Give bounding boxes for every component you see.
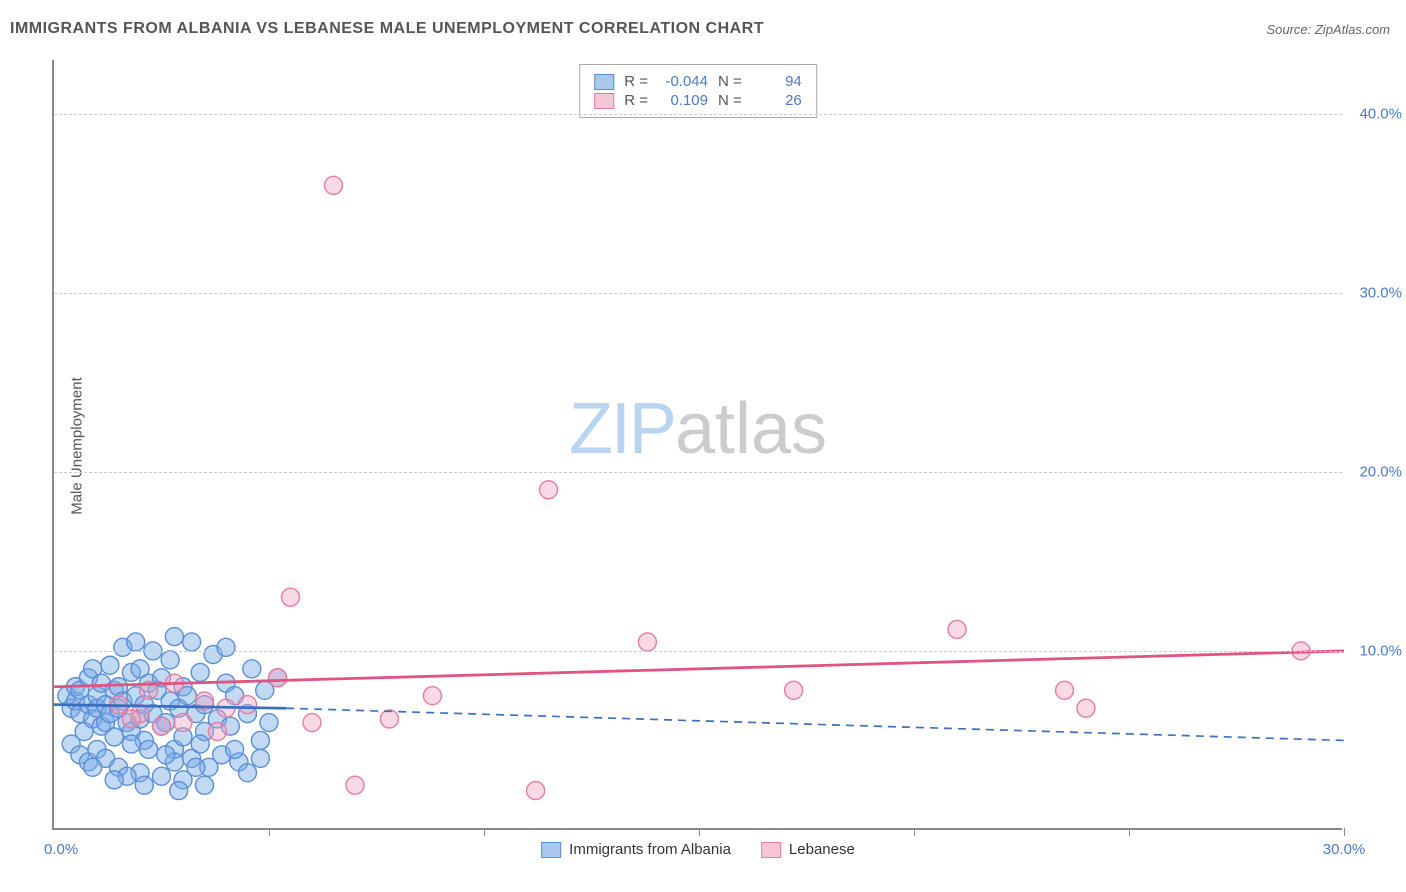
data-point-series-1: [303, 714, 321, 732]
y-tick-label: 30.0%: [1359, 284, 1402, 301]
data-point-series-1: [1077, 699, 1095, 717]
data-point-series-0: [251, 731, 269, 749]
data-point-series-0: [157, 746, 175, 764]
data-point-series-1: [282, 588, 300, 606]
data-point-series-1: [527, 782, 545, 800]
data-point-series-1: [325, 176, 343, 194]
legend-n-label-0: N =: [718, 73, 742, 90]
chart-title: IMMIGRANTS FROM ALBANIA VS LEBANESE MALE…: [10, 20, 764, 38]
legend-r-value-0: -0.044: [658, 73, 708, 90]
data-point-series-0: [165, 628, 183, 646]
data-point-series-0: [183, 633, 201, 651]
gridline: [54, 651, 1342, 652]
y-tick-label: 10.0%: [1359, 642, 1402, 659]
series-legend: Immigrants from Albania Lebanese: [541, 841, 855, 858]
legend-n-label-1: N =: [718, 92, 742, 109]
data-point-series-0: [135, 776, 153, 794]
data-point-series-1: [540, 481, 558, 499]
gridline: [54, 472, 1342, 473]
data-point-series-0: [187, 758, 205, 776]
series-swatch-1: [761, 842, 781, 858]
series-swatch-0: [541, 842, 561, 858]
x-tick: [914, 828, 915, 836]
data-point-series-0: [239, 764, 257, 782]
data-point-series-1: [1056, 681, 1074, 699]
legend-row-series-0: R = -0.044 N = 94: [594, 73, 802, 90]
data-point-series-1: [208, 723, 226, 741]
x-tick: [1344, 828, 1345, 836]
data-point-series-0: [105, 728, 123, 746]
y-tick-label: 40.0%: [1359, 105, 1402, 122]
legend-r-label-0: R =: [624, 73, 648, 90]
plot-area: ZIPatlas R = -0.044 N = 94 R = 0.109 N =…: [52, 60, 1342, 830]
series-legend-item-1: Lebanese: [761, 841, 855, 858]
data-point-series-0: [226, 740, 244, 758]
data-point-series-1: [423, 687, 441, 705]
data-point-series-0: [161, 651, 179, 669]
legend-swatch-0: [594, 74, 614, 90]
legend-r-label-1: R =: [624, 92, 648, 109]
data-point-series-0: [191, 735, 209, 753]
data-point-series-1: [948, 620, 966, 638]
gridline: [54, 293, 1342, 294]
legend-r-value-1: 0.109: [658, 92, 708, 109]
correlation-chart: IMMIGRANTS FROM ALBANIA VS LEBANESE MALE…: [0, 0, 1406, 892]
data-point-series-0: [122, 735, 140, 753]
data-point-series-1: [269, 669, 287, 687]
data-point-series-0: [105, 771, 123, 789]
x-axis-max-label: 30.0%: [1323, 841, 1366, 858]
legend-swatch-1: [594, 93, 614, 109]
data-point-series-0: [191, 663, 209, 681]
source-attribution: Source: ZipAtlas.com: [1266, 22, 1390, 37]
data-point-series-0: [101, 656, 119, 674]
data-point-series-0: [127, 633, 145, 651]
data-point-series-1: [153, 717, 171, 735]
scatter-svg: [54, 60, 1344, 830]
data-point-series-0: [217, 638, 235, 656]
legend-n-value-0: 94: [752, 73, 802, 90]
data-point-series-0: [170, 782, 188, 800]
x-tick: [269, 828, 270, 836]
legend-n-value-1: 26: [752, 92, 802, 109]
x-tick: [699, 828, 700, 836]
correlation-legend: R = -0.044 N = 94 R = 0.109 N = 26: [579, 64, 817, 118]
x-axis-min-label: 0.0%: [44, 841, 78, 858]
legend-row-series-1: R = 0.109 N = 26: [594, 92, 802, 109]
data-point-series-0: [196, 776, 214, 794]
data-point-series-1: [785, 681, 803, 699]
gridline: [54, 114, 1342, 115]
data-point-series-0: [84, 758, 102, 776]
series-name-0: Immigrants from Albania: [569, 841, 731, 858]
y-tick-label: 20.0%: [1359, 463, 1402, 480]
data-point-series-0: [260, 714, 278, 732]
series-legend-item-0: Immigrants from Albania: [541, 841, 731, 858]
data-point-series-0: [243, 660, 261, 678]
data-point-series-0: [251, 749, 269, 767]
x-tick: [484, 828, 485, 836]
series-name-1: Lebanese: [789, 841, 855, 858]
data-point-series-1: [638, 633, 656, 651]
data-point-series-1: [122, 710, 140, 728]
data-point-series-1: [346, 776, 364, 794]
data-point-series-1: [380, 710, 398, 728]
trendline-dashed-series-0: [286, 708, 1344, 740]
data-point-series-0: [140, 740, 158, 758]
data-point-series-1: [239, 696, 257, 714]
data-point-series-0: [153, 767, 171, 785]
x-tick: [1129, 828, 1130, 836]
data-point-series-1: [174, 714, 192, 732]
